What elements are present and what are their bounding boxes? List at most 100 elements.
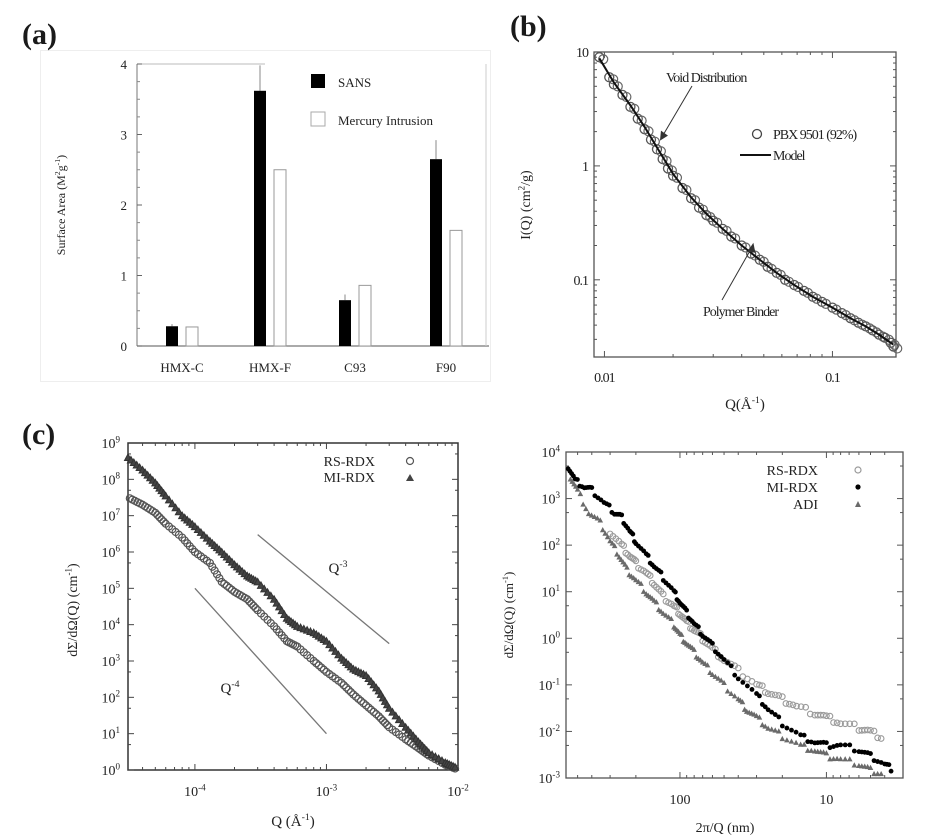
data-point-rs-rdx bbox=[802, 703, 810, 711]
data-point-mi-rdx bbox=[259, 584, 269, 593]
data-point-pbx9501 bbox=[649, 136, 660, 147]
data-point-mi-rdx bbox=[765, 707, 771, 713]
data-point-rs-rdx bbox=[337, 678, 346, 687]
data-point-rs-rdx bbox=[756, 681, 763, 689]
x-tick-label: 10 bbox=[819, 793, 833, 808]
bar-sans bbox=[254, 90, 266, 346]
data-point-mi-rdx bbox=[256, 580, 266, 589]
data-point-rs-rdx bbox=[342, 683, 351, 692]
data-point-rs-rdx bbox=[646, 572, 654, 579]
plot-frame bbox=[127, 442, 459, 771]
y-tick-label: 2 bbox=[121, 198, 128, 213]
label-part: ) bbox=[54, 155, 68, 159]
data-point-adi bbox=[801, 741, 807, 747]
label-part: 10 bbox=[101, 691, 115, 706]
data-point-adi bbox=[622, 561, 628, 567]
data-point-rs-rdx bbox=[867, 726, 874, 734]
data-point-rs-rdx bbox=[245, 597, 254, 606]
data-point-rs-rdx bbox=[367, 705, 376, 714]
y-tick-label: 3 bbox=[121, 128, 128, 143]
label-part: ) bbox=[310, 814, 315, 830]
data-point-mi-rdx bbox=[744, 683, 750, 689]
superscript: -3 bbox=[330, 782, 338, 792]
y-tick-label: 104 bbox=[101, 616, 120, 634]
data-point-adi bbox=[804, 747, 811, 753]
bar-mercury-intrusion bbox=[358, 284, 372, 347]
data-point-rs-rdx bbox=[877, 735, 885, 742]
data-point-pbx9501 bbox=[681, 184, 692, 196]
model-line bbox=[598, 57, 894, 346]
label-part: /g) bbox=[519, 170, 534, 186]
y-axis-label: dΣ/dΩ(Q) (cm-1) bbox=[500, 572, 516, 659]
legend-marker-rs-rdx bbox=[405, 456, 415, 466]
bar-mercury-intrusion bbox=[185, 326, 199, 347]
label-part: 10 bbox=[101, 473, 115, 488]
legend-marker-mi-rdx bbox=[855, 484, 861, 490]
data-point-pbx9501 bbox=[666, 165, 677, 176]
data-point-mi-rdx bbox=[805, 739, 811, 745]
data-point-adi bbox=[756, 714, 763, 720]
superscript: 2 bbox=[53, 171, 62, 175]
data-point-mi-rdx bbox=[388, 707, 397, 716]
data-point-rs-rdx bbox=[846, 720, 854, 728]
data-point-adi bbox=[624, 564, 630, 570]
data-point-rs-rdx bbox=[806, 710, 814, 718]
data-point-mi-rdx bbox=[721, 657, 727, 662]
data-point-rs-rdx bbox=[159, 517, 168, 526]
data-point-rs-rdx bbox=[734, 664, 742, 672]
data-point-adi bbox=[846, 756, 853, 762]
data-point-rs-rdx bbox=[758, 682, 766, 690]
superscript: 9 bbox=[115, 434, 120, 444]
data-point-adi bbox=[709, 671, 716, 678]
data-point-rs-rdx bbox=[820, 711, 827, 719]
label-part: Q bbox=[329, 561, 340, 577]
data-point-mi-rdx bbox=[171, 503, 180, 512]
y-tick-label: 10-2 bbox=[538, 723, 560, 741]
data-point-rs-rdx bbox=[153, 510, 162, 520]
data-point-pbx9501 bbox=[783, 276, 795, 287]
data-point-mi-rdx bbox=[645, 553, 651, 558]
data-point-adi bbox=[665, 614, 672, 620]
data-point-adi bbox=[793, 739, 799, 745]
x-category-label: C93 bbox=[344, 360, 366, 375]
data-point-pbx9501 bbox=[661, 155, 672, 167]
x-axis-label: Q (Å-1) bbox=[271, 812, 315, 830]
superscript: 0 bbox=[115, 761, 120, 771]
y-axis-label: dΣ/dΩ(Q) (cm-1) bbox=[63, 563, 81, 657]
data-point-rs-rdx bbox=[874, 734, 881, 742]
data-point-rs-rdx bbox=[222, 581, 231, 591]
data-point-rs-rdx bbox=[620, 542, 628, 549]
label-part: ) bbox=[501, 572, 516, 576]
y-tick-label: 1 bbox=[121, 269, 128, 284]
data-point-adi bbox=[668, 615, 675, 622]
data-point-rs-rdx bbox=[361, 701, 371, 710]
superscript: -2 bbox=[552, 723, 560, 733]
superscript: 3 bbox=[555, 490, 560, 500]
data-point-adi bbox=[759, 722, 766, 728]
label-part: 10 bbox=[538, 725, 552, 740]
data-point-mi-rdx bbox=[161, 491, 171, 500]
data-point-adi bbox=[788, 738, 795, 744]
data-point-mi-rdx bbox=[728, 663, 734, 669]
data-point-mi-rdx bbox=[772, 712, 778, 717]
data-point-adi bbox=[604, 534, 611, 540]
plot-frame bbox=[593, 51, 897, 358]
data-point-adi bbox=[874, 770, 881, 777]
data-point-rs-rdx bbox=[632, 557, 640, 565]
data-point-adi bbox=[871, 770, 877, 777]
y-tick-label: 103 bbox=[541, 490, 560, 508]
label-part: Q bbox=[221, 681, 232, 697]
superscript: 1 bbox=[555, 583, 560, 593]
legend-marker-rs-rdx bbox=[854, 466, 862, 474]
y-tick-label: 4 bbox=[121, 57, 128, 72]
data-point-mi-rdx bbox=[776, 714, 782, 720]
data-point-pbx9501 bbox=[671, 172, 683, 183]
y-tick-label: 106 bbox=[101, 543, 120, 561]
annotation-void-distribution: Void Distribution bbox=[666, 71, 747, 86]
annotation-polymer-binder: Polymer Binder bbox=[703, 305, 779, 320]
data-point-rs-rdx bbox=[841, 720, 849, 728]
data-point-rs-rdx bbox=[864, 726, 871, 734]
y-axis-label: I(Q) (cm2/g) bbox=[516, 170, 534, 240]
data-point-rs-rdx bbox=[797, 703, 805, 711]
